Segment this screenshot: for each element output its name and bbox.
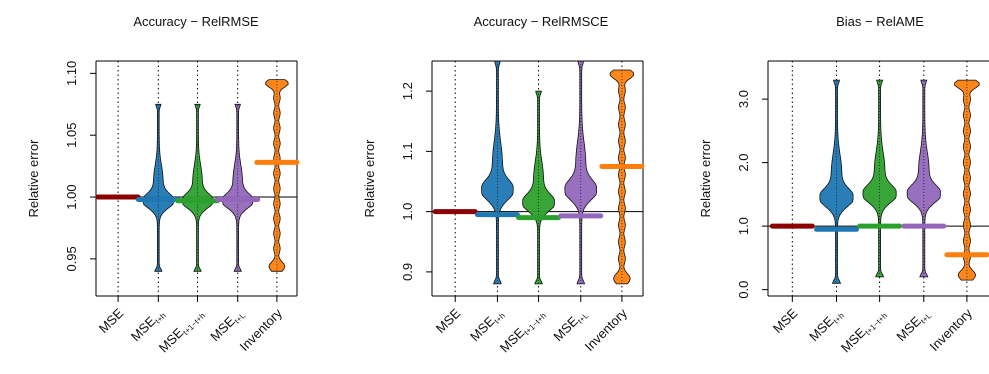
x-category-label: Inventory (582, 305, 631, 354)
chart-title: Accuracy − RelRMSCE (474, 14, 609, 29)
chart-panel-1: Accuracy − RelRMSE Relative error 0.95 1.00… (26, 14, 300, 357)
chart-title: Bias − RelAME (836, 14, 924, 29)
violin-body (954, 79, 980, 281)
x-category-label: MSE (433, 305, 464, 336)
y-tick-label: 3.0 (736, 90, 751, 108)
y-tick-label: 1.1 (400, 142, 415, 160)
y-tick-label: 0.0 (736, 281, 751, 299)
y-axis-label: Relative error (362, 139, 377, 218)
violin-body (906, 79, 941, 278)
chart-panel-2: Accuracy − RelRMSCE Relative error 0.9 1.0 1… (362, 14, 645, 357)
x-category-label: MSE (770, 305, 801, 336)
x-category-label: MSE (96, 305, 127, 336)
violin-body (222, 103, 254, 272)
x-category-label: Inventory (237, 305, 286, 354)
x-category-label: MSEt+L (893, 305, 933, 345)
violin-body (142, 103, 174, 272)
y-tick-label: 2.0 (736, 154, 751, 172)
y-tick-label: 1.05 (64, 123, 79, 148)
y-tick-label: 1.0 (736, 217, 751, 235)
violin-body (265, 79, 289, 272)
y-tick-label: 1.0 (400, 203, 415, 221)
y-axis-label: Relative error (698, 139, 713, 218)
y-tick-label: 1.00 (64, 184, 79, 209)
violin-body (862, 79, 897, 278)
x-category-label: MSEt+1−t+h (838, 306, 889, 357)
violin-body (819, 79, 854, 284)
y-tick-label: 1.2 (400, 82, 415, 100)
x-category-label: MSEt+h (806, 306, 846, 346)
y-tick-label: 1.10 (64, 61, 79, 86)
y-tick-label: 0.9 (400, 263, 415, 281)
violin-body (181, 103, 214, 272)
violin-body (609, 69, 635, 285)
chart-title: Accuracy − RelRMSE (133, 14, 259, 29)
x-category-label: Inventory (927, 305, 976, 354)
y-axis-label: Relative error (26, 139, 41, 218)
chart-panel-3: Bias − RelAME Relative error 0.0 1.0 2.0 3.0 M… (698, 14, 989, 357)
y-tick-label: 0.95 (64, 246, 79, 271)
x-category-label: MSEt+1−t+h (497, 306, 548, 357)
